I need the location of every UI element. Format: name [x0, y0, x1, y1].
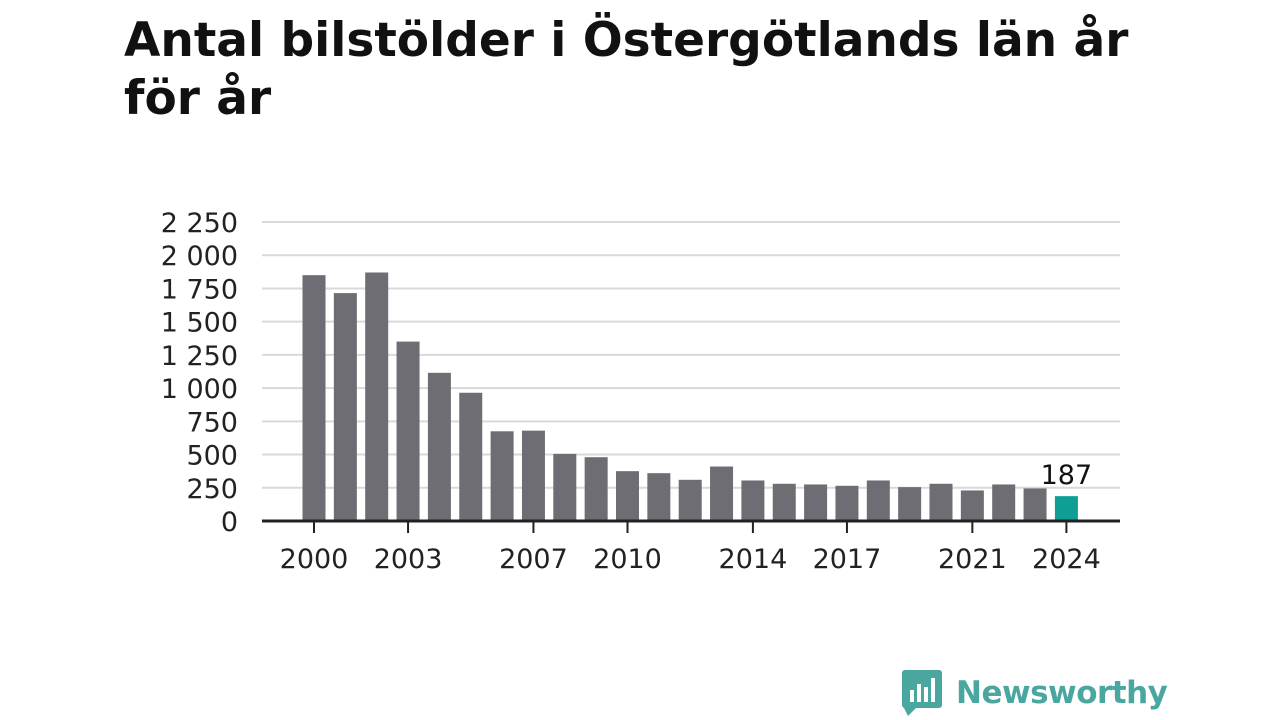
bar-2009	[584, 457, 608, 521]
bar-2004	[427, 372, 451, 521]
bar-2014	[741, 480, 765, 521]
bar-2018	[866, 480, 890, 521]
x-tick-label: 2010	[593, 544, 662, 575]
y-tick-label: 250	[186, 474, 238, 505]
bar-2007	[521, 430, 545, 521]
y-tick-label: 1 250	[161, 341, 238, 372]
bar-2024	[1054, 496, 1078, 521]
bar-2008	[553, 453, 577, 521]
data-label: 187	[1041, 460, 1093, 491]
gridlines	[262, 221, 1120, 489]
bar-2019	[898, 487, 922, 521]
bar-2011	[647, 473, 671, 521]
y-tick-label: 1 500	[161, 308, 238, 339]
bar-2012	[678, 479, 702, 521]
y-tick-label: 500	[186, 441, 238, 472]
bar-2002	[365, 272, 389, 521]
newsworthy-logo-icon	[902, 670, 942, 716]
newsworthy-brand[interactable]: Newsworthy	[902, 670, 1168, 716]
y-tick-label: 1 000	[161, 374, 238, 405]
bar-2006	[490, 431, 514, 521]
bar-2023	[1023, 488, 1047, 521]
y-tick-label: 2 000	[161, 241, 238, 272]
y-tick-label: 750	[186, 407, 238, 438]
y-tick-label: 2 250	[161, 208, 238, 239]
bar-2000	[302, 275, 326, 521]
bar-2001	[333, 293, 357, 521]
bar-2021	[960, 490, 984, 521]
bar-2016	[804, 484, 828, 521]
x-tick-label: 2014	[719, 544, 788, 575]
x-tick-label: 2003	[374, 544, 443, 575]
bar-2013	[710, 466, 734, 521]
bar-2015	[772, 483, 796, 521]
x-tick-label: 2024	[1032, 544, 1101, 575]
x-tick-label: 2000	[280, 544, 349, 575]
x-tick-label: 2017	[813, 544, 882, 575]
y-tick-label: 1 750	[161, 274, 238, 305]
x-tick-label: 2021	[938, 544, 1007, 575]
bar-2005	[459, 392, 483, 521]
bars	[302, 272, 1078, 521]
bar-2022	[992, 484, 1016, 521]
brand-name: Newsworthy	[956, 675, 1168, 711]
x-tick-label: 2007	[499, 544, 568, 575]
bar-2010	[616, 471, 639, 521]
chart-title: Antal bilstölder i Östergötlands län år …	[124, 13, 1129, 126]
axes	[262, 519, 1120, 533]
y-tick-label: 0	[221, 507, 238, 538]
bar-2003	[396, 341, 420, 521]
bar-2020	[929, 483, 953, 521]
bar-2017	[835, 485, 859, 521]
